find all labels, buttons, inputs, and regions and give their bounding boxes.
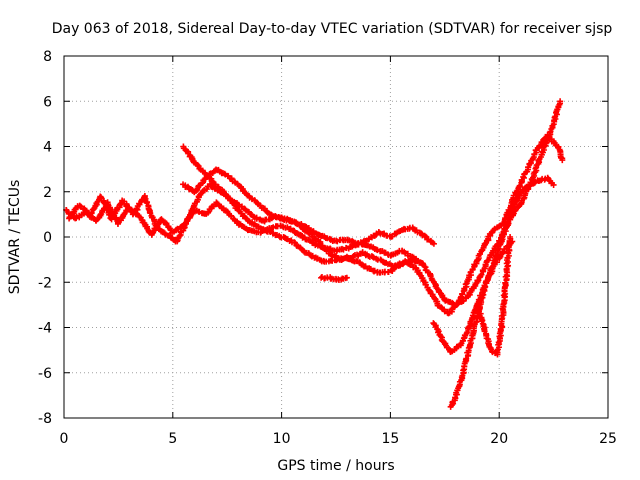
y-tick-label: 4: [43, 140, 52, 156]
data-point-track-2: [448, 306, 455, 313]
y-tick-label: -6: [38, 366, 52, 382]
y-tick-label: -2: [38, 275, 52, 291]
data-point-track-4: [430, 240, 437, 247]
x-tick-label: 5: [168, 431, 177, 447]
y-tick-label: 2: [43, 185, 52, 201]
data-point-track-4: [221, 170, 228, 177]
data-point-track-2: [559, 157, 566, 164]
data-point-track-2: [537, 142, 544, 149]
y-axis-label: SDTVAR / TECUs: [7, 180, 23, 295]
data-point-track-2: [176, 232, 183, 239]
x-tick-label: 0: [60, 431, 69, 447]
chart-title: Day 063 of 2018, Sidereal Day-to-day VTE…: [52, 21, 613, 37]
y-tick-label: -4: [38, 321, 52, 337]
x-tick-label: 25: [599, 431, 617, 447]
y-tick-label: 8: [43, 49, 52, 65]
data-point-track-6: [460, 367, 467, 374]
y-tick-label: 0: [43, 230, 52, 246]
data-point-track-7: [494, 347, 501, 354]
x-tick-label: 10: [273, 431, 291, 447]
x-tick-label: 15: [381, 431, 399, 447]
data-point-track-3: [333, 257, 340, 264]
x-axis-label: GPS time / hours: [277, 458, 394, 474]
data-point-track-6: [483, 278, 490, 285]
data-point-track-6: [478, 295, 485, 302]
y-tick-label: 6: [43, 94, 52, 110]
data-point-track-1: [557, 98, 564, 105]
data-point-track-8: [343, 274, 350, 281]
chart-marks: [63, 98, 566, 410]
data-point-track-5: [502, 224, 509, 231]
chart-grid: [64, 56, 608, 418]
x-tick-label: 20: [490, 431, 508, 447]
data-point-track-2: [481, 240, 488, 247]
y-tick-label: -8: [38, 411, 52, 427]
data-point-track-3: [420, 261, 427, 268]
data-point-track-7: [507, 234, 514, 240]
data-point-track-5: [550, 181, 557, 188]
